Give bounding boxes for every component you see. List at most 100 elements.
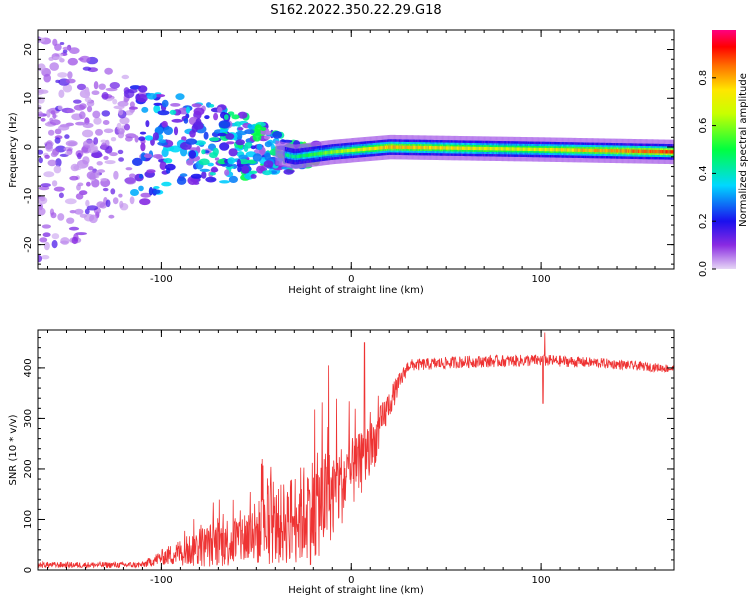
spectrogram-cell [635, 149, 638, 153]
spectrogram-cell [360, 147, 363, 152]
spectrogram-cell [38, 37, 45, 43]
spectrogram-cell [619, 149, 621, 153]
spectrogram-cell [281, 141, 284, 167]
spectrogram-cell [314, 152, 317, 156]
spectrogram-cell [662, 150, 664, 154]
spectrogram-cell [103, 128, 114, 134]
spectrogram-cell [417, 145, 420, 150]
spectrogram-cell [217, 106, 223, 113]
spectrogram-cell [124, 123, 130, 131]
spectrogram-cell [431, 146, 433, 150]
spectrogram-cell [585, 148, 587, 152]
spectrogram-cell [626, 149, 629, 153]
spectrogram-cell [128, 106, 138, 110]
spectrogram-cell [568, 148, 571, 152]
spectrogram-cell [93, 137, 99, 145]
spectrogram-cell [631, 149, 633, 153]
spectrogram-cell [67, 57, 79, 66]
spectrogram-cell [375, 146, 377, 150]
spectrogram-cell [590, 148, 593, 153]
spectrogram-cell [336, 149, 339, 154]
spectrogram-cell [237, 111, 248, 119]
spectrogram-cell [183, 117, 189, 124]
spectrogram-cell [82, 129, 94, 138]
spectrogram-cell [58, 89, 65, 99]
spectrogram-cell [651, 149, 653, 154]
spectrogram-cell [209, 171, 216, 176]
spectrogram-cell [455, 146, 457, 150]
spectrogram-cell [82, 66, 92, 71]
spectrogram-cell [101, 92, 109, 100]
spectrogram-cell [463, 146, 465, 150]
spectrogram-cell [46, 140, 53, 147]
spectrogram-cell [169, 109, 177, 115]
figure-title: S162.2022.350.22.29.G18 [270, 3, 441, 18]
spectrogram-cell [563, 148, 565, 152]
spectrogram-cell [556, 148, 559, 152]
spectrogram-cell [175, 93, 185, 100]
spectrogram-cell [38, 111, 43, 118]
spectrogram-cell [327, 150, 330, 155]
spectrogram-cell [93, 81, 99, 90]
spectrogram-cell [628, 149, 630, 153]
spectrogram-cell [602, 148, 605, 153]
spectrogram-cell [110, 188, 116, 195]
spectrogram-cell [69, 47, 80, 54]
snr-series-line [38, 332, 674, 569]
spectrogram-cell [648, 149, 651, 154]
spectrogram-cell [482, 146, 485, 151]
spectrogram-cell [444, 146, 446, 150]
spectrogram-cell [237, 127, 244, 131]
spectrogram-cell [79, 55, 91, 63]
spectrogram-cell [84, 96, 92, 103]
spectrogram-cell [534, 147, 537, 152]
spectrogram-cell [250, 174, 257, 179]
colorbar-gradient [712, 30, 736, 269]
spectrogram-cell [562, 148, 564, 152]
spectrogram-cell [599, 148, 601, 153]
spectrogram-cell [424, 145, 427, 150]
spectrogram-cell [606, 149, 608, 153]
spectrogram-cell [42, 232, 51, 237]
spectrogram-cell [176, 176, 187, 185]
spectrogram-cell [296, 154, 299, 159]
spectrogram-cell [186, 159, 194, 166]
spectrogram-cell [644, 149, 647, 154]
spectrogram-cell [597, 148, 599, 153]
spectrogram-cell [86, 105, 93, 113]
spectrogram-cell [101, 110, 111, 117]
spectrogram-cell [614, 149, 617, 153]
spectrogram-cell [624, 149, 627, 153]
spectrogram-cell [615, 149, 618, 153]
spectrogram-cell [238, 154, 248, 160]
spectrogram-cell [102, 120, 110, 125]
spectrogram-cell [501, 147, 504, 151]
spectrogram-cell [511, 147, 513, 151]
spectrogram-cell [523, 147, 526, 151]
spectrogram-cell [299, 154, 301, 158]
spectrogram-cell [576, 148, 578, 152]
spectrogram-cell [591, 148, 594, 153]
spectrogram-cell [112, 98, 118, 105]
spectrogram-cell [423, 145, 425, 150]
spectrogram-cell [469, 146, 472, 150]
spectrogram-cell [449, 146, 452, 150]
spectrogram-cell [491, 147, 494, 151]
spectrogram-cell [244, 142, 253, 149]
spectrogram-cell [59, 123, 71, 128]
spectrogram-cell [508, 147, 510, 151]
spectrogram-cell [609, 149, 611, 153]
spectrogram-cell [354, 148, 356, 152]
spectrogram-cell [397, 145, 399, 149]
spectrogram-cell [161, 99, 169, 108]
spectrogram-cell [478, 146, 480, 151]
spectrogram-cell [414, 145, 417, 150]
spectrogram-cell [613, 149, 616, 153]
spectrogram-cell [300, 154, 302, 158]
spectrogram-cell [157, 110, 170, 116]
spectrogram-cell [383, 145, 386, 150]
spectrogram-cell [566, 148, 568, 152]
spectrogram-cell [96, 201, 105, 208]
spectrogram-cell [512, 147, 515, 151]
